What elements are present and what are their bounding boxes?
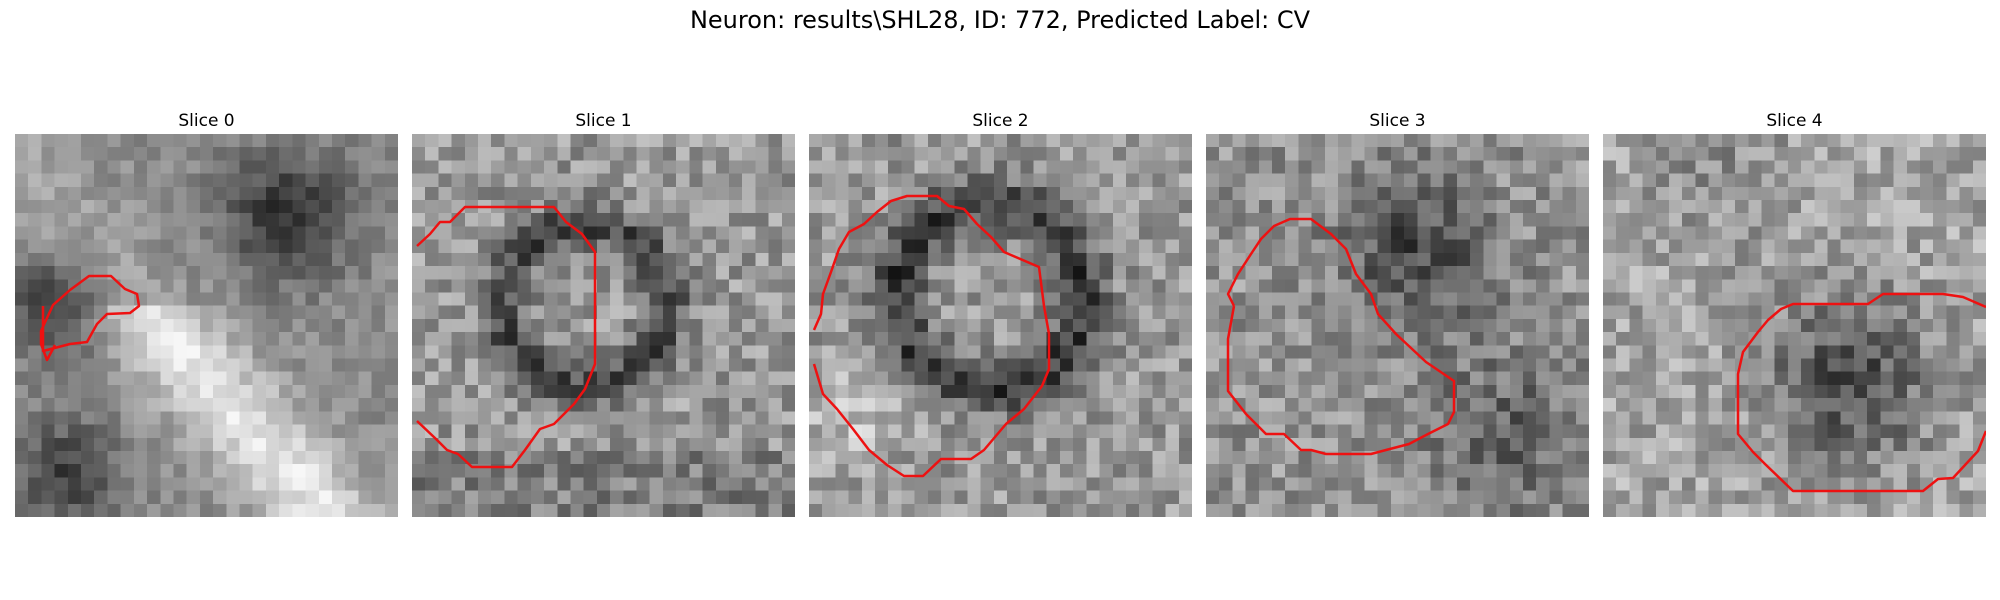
- slice-panel-4: Slice 4: [1603, 108, 1986, 517]
- contour-overlay-2: [812, 194, 1051, 478]
- slice-title-3: Slice 3: [1369, 111, 1426, 131]
- slice-panel-2: Slice 2: [809, 108, 1192, 517]
- slice-panel-0: Slice 0: [15, 108, 398, 517]
- grayscale-patch-1: [412, 134, 795, 517]
- contour-overlay-0: [39, 274, 141, 362]
- slice-panel-1: Slice 1: [412, 108, 795, 517]
- contour-overlay-3: [1226, 217, 1456, 456]
- segmentation-contour-1: [416, 205, 597, 469]
- figure-title: Neuron: results\SHL28, ID: 772, Predicte…: [689, 6, 1311, 34]
- segmentation-contour-0: [39, 274, 141, 362]
- slice-image-3: [1206, 134, 1589, 517]
- segmentation-contour-4: [1736, 292, 1986, 493]
- slice-image-1: [412, 134, 795, 517]
- slice-image-2: [809, 134, 1192, 517]
- contour-overlay-1: [416, 205, 597, 469]
- segmentation-contour-3: [1226, 217, 1456, 456]
- grayscale-patch-3: [1206, 134, 1589, 517]
- slice-title-0: Slice 0: [178, 111, 235, 131]
- grayscale-patch-0: [15, 134, 398, 517]
- slice-title-2: Slice 2: [972, 111, 1029, 131]
- contour-overlay-4: [1736, 292, 1986, 493]
- slice-image-0: [15, 134, 398, 517]
- slice-panel-3: Slice 3: [1206, 108, 1589, 517]
- slice-image-4: [1603, 134, 1986, 517]
- slice-title-1: Slice 1: [575, 111, 632, 131]
- grayscale-patch-4: [1603, 134, 1986, 517]
- slice-title-4: Slice 4: [1766, 111, 1823, 131]
- segmentation-contour-2: [812, 194, 1051, 478]
